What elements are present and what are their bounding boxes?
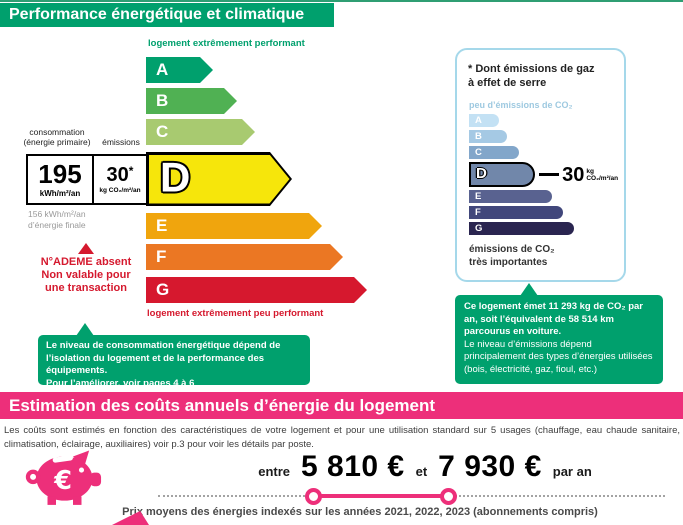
co2-class-E: E xyxy=(469,190,552,203)
co2-low-label: peu d’émissions de CO₂ xyxy=(469,100,573,110)
primary-energy-cell: 195 kWh/m²/an xyxy=(28,156,92,203)
co2-emissions-panel: * Dont émissions de gaz à effet de serre… xyxy=(455,48,626,282)
energy-class-F: F xyxy=(146,244,367,270)
consumption-note-text: Le niveau de consommation énergétique dé… xyxy=(46,340,281,389)
co2-class-C: C xyxy=(469,146,519,159)
energy-class-D: D xyxy=(146,152,367,206)
high-cost-value: 7 930 € xyxy=(438,450,542,483)
energy-scale-top-label: logement extrêmement performant xyxy=(148,38,305,49)
consumption-note-bubble: Le niveau de consommation énergétique dé… xyxy=(38,323,310,389)
co2-value-unit: kg CO₂/m²/an xyxy=(586,167,619,182)
and-label: et xyxy=(415,464,428,479)
price-index-footnote: Prix moyens des énergies indexés sur les… xyxy=(122,506,598,518)
emissions-star: * xyxy=(128,164,134,178)
energy-class-E: E xyxy=(146,213,367,239)
emissions-unit: kg CO₂/m²/an xyxy=(99,187,141,194)
co2-note-bold-text: Ce logement émet 11 293 kg de CO₂ par an… xyxy=(464,301,643,338)
costs-description: Les coûts sont estimés en fonction des c… xyxy=(4,425,680,450)
energy-class-C: C xyxy=(146,119,367,145)
consumption-column-label: consommation (énergie primaire) xyxy=(23,127,91,148)
emissions-column-label: émissions xyxy=(102,137,140,147)
section-title-performance: Performance énergétique et climatique xyxy=(0,3,334,27)
cost-range-handle-high xyxy=(440,488,457,505)
emissions-value: 30* xyxy=(106,164,134,186)
energy-scale-bottom-label: logement extrêmement peu performant xyxy=(147,308,324,319)
co2-class-D: D xyxy=(469,162,535,187)
cost-range-fill xyxy=(313,494,448,498)
co2-class-F: F xyxy=(469,206,563,219)
ademe-warning-text: N°ADEME absent Non valable pour une tran… xyxy=(40,256,132,295)
co2-panel-title: * Dont émissions de gaz à effet de serre xyxy=(468,63,595,90)
between-label: entre xyxy=(258,464,291,479)
annual-cost-range: entre 5 810 € et 7 930 € par an xyxy=(225,450,625,484)
consumption-value-box: 195 kWh/m²/an 30* kg CO₂/m²/an xyxy=(26,154,148,205)
co2-note-normal-text: Le niveau d’émissions dépend principalem… xyxy=(464,338,653,375)
svg-text:€: € xyxy=(53,466,72,496)
per-year-label: par an xyxy=(552,464,592,479)
piggy-bank-icon: € xyxy=(25,450,102,505)
energy-class-G: G xyxy=(146,277,367,303)
final-energy-note: 156 kWh/m²/an d’énergie finale xyxy=(28,209,86,230)
cost-range-handle-low xyxy=(305,488,322,505)
co2-class-A: A xyxy=(469,114,499,127)
co2-class-B: B xyxy=(469,130,507,143)
section-title-costs: Estimation des coûts annuels d’énergie d… xyxy=(0,392,683,419)
co2-high-label: émissions de CO₂ très importantes xyxy=(469,244,555,268)
co2-value-callout: 30 kg CO₂/m²/an xyxy=(539,162,624,187)
top-border xyxy=(0,0,683,2)
callout-line xyxy=(539,173,560,176)
co2-value: 30 xyxy=(562,163,585,186)
bubble-pointer-icon xyxy=(520,283,538,296)
emissions-cell: 30* kg CO₂/m²/an xyxy=(92,156,146,203)
energy-class-B: B xyxy=(146,88,367,114)
warning-triangle-icon xyxy=(78,243,94,254)
co2-note-bubble: Ce logement émet 11 293 kg de CO₂ par an… xyxy=(455,283,663,384)
energy-class-A: A xyxy=(146,57,367,83)
co2-class-G: G xyxy=(469,222,574,235)
bubble-pointer-icon xyxy=(76,323,94,336)
low-cost-value: 5 810 € xyxy=(301,450,405,483)
primary-energy-value: 195 xyxy=(38,159,82,189)
primary-energy-unit: kWh/m²/an xyxy=(39,189,81,198)
